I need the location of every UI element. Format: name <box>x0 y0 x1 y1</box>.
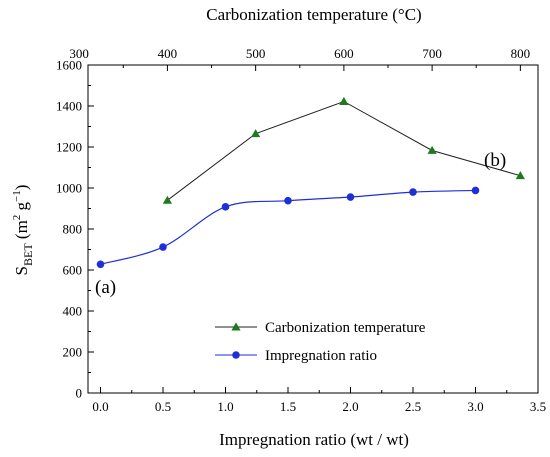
y-tick-label: 200 <box>63 345 83 360</box>
y-axis-title-units-close: ) <box>12 185 31 191</box>
x2-tick-label: 700 <box>422 46 442 61</box>
x-tick-label: 1.0 <box>217 399 233 414</box>
data-point <box>284 196 292 205</box>
y-axis-title: SBET (m2 g−1) <box>11 185 35 276</box>
x-tick-label: 0.5 <box>155 399 171 414</box>
data-point <box>162 195 173 204</box>
series-2 <box>96 186 480 269</box>
legend-label: Carbonization temperature <box>265 320 426 336</box>
y-axis-title-main: S <box>12 266 31 275</box>
y-tick-label: 400 <box>63 304 83 319</box>
y-tick-label: 0 <box>76 386 83 401</box>
legend-item: Impregnation ratio <box>215 348 377 364</box>
x2-tick-label: 600 <box>334 46 354 61</box>
x2-tick-label: 300 <box>69 46 89 61</box>
series-layer <box>96 96 525 269</box>
y-tick-label: 800 <box>63 222 83 237</box>
annotation-a: (a) <box>95 277 116 298</box>
data-point <box>515 171 525 180</box>
ticks: 0.0 0.5 1.0 1.5 2.0 2.5 3.0 3.5 300 400 500 600 700 8… <box>56 46 546 414</box>
x-tick-label: 2.5 <box>405 399 421 414</box>
legend-item: Carbonization temperature <box>215 320 426 336</box>
y-axis-title-sub: BET <box>21 243 35 266</box>
y-axis-title-units-mid: g <box>12 201 31 214</box>
x-tick-label: 2.0 <box>342 399 358 414</box>
data-point <box>346 193 355 201</box>
series-1 <box>162 96 525 204</box>
legend-marker <box>232 351 240 359</box>
data-point <box>471 186 480 195</box>
x2-axis-title: Carbonization temperature (°C) <box>206 5 421 24</box>
data-point <box>251 129 261 138</box>
x-axis-title: Impregnation ratio (wt / wt) <box>219 430 409 449</box>
legend: Carbonization temperature Impregnation ra… <box>215 320 426 364</box>
y-tick-label: 1200 <box>56 140 82 155</box>
x2-tick-label: 500 <box>246 46 266 61</box>
y-tick-label: 1000 <box>56 181 82 196</box>
x-tick-label: 3.5 <box>530 399 546 414</box>
data-point <box>221 203 230 211</box>
legend-marker <box>231 322 241 331</box>
x-tick-label: 1.5 <box>280 399 296 414</box>
data-point <box>409 188 417 196</box>
x-tick-label: 3.0 <box>467 399 483 414</box>
series-line <box>167 100 521 201</box>
x2-tick-label: 800 <box>511 46 531 61</box>
data-point <box>339 96 349 105</box>
y-axis-title-units: (m <box>12 220 31 243</box>
legend-label: Impregnation ratio <box>265 348 377 364</box>
plot-frame <box>87 64 539 394</box>
y-axis-title-sup2: −1 <box>11 190 23 202</box>
data-point <box>159 243 167 251</box>
y-tick-label: 600 <box>63 263 83 278</box>
annotation-b: (b) <box>484 150 506 171</box>
x-tick-label: 0.0 <box>92 399 108 414</box>
data-point <box>96 260 105 269</box>
data-point <box>427 145 437 154</box>
y-tick-label: 1400 <box>56 99 82 114</box>
y-axis-title-sup1: 2 <box>11 215 23 221</box>
axes <box>87 64 539 394</box>
y-tick-label: 1600 <box>56 58 82 73</box>
x2-tick-label: 400 <box>158 46 178 61</box>
